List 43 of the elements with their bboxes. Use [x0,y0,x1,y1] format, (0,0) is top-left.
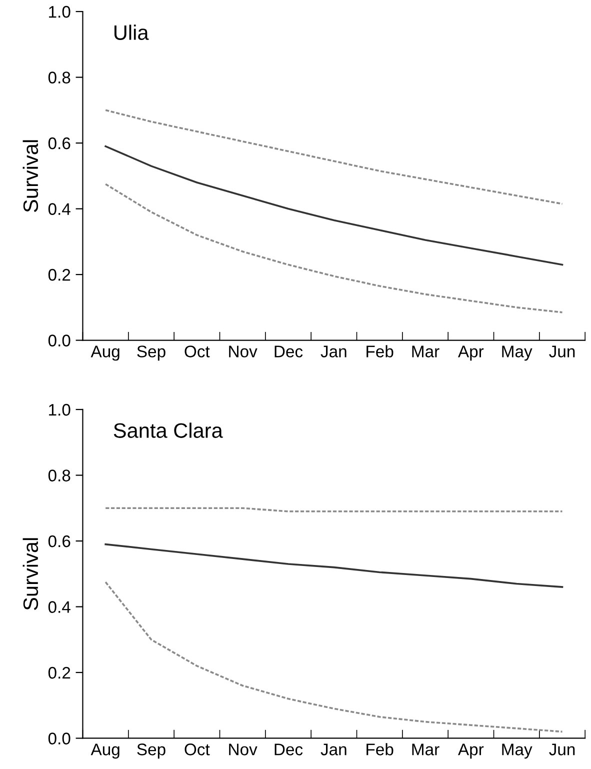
x-tick-label: Oct [184,346,210,358]
y-axis-title: Survival [22,538,38,610]
x-tick-label: Jan [320,744,346,756]
y-tick-label: 0.8 [48,470,70,482]
y-tick-label: 0.6 [48,535,70,548]
y-tick-label: 1.0 [49,404,70,416]
x-tick-label: Dec [274,346,303,358]
line-series [104,183,564,314]
x-tick-label: May [502,744,532,759]
y-tick-label: 0.6 [48,137,70,150]
y-tick-label: 0.2 [48,268,70,281]
x-tick-label: Mar [412,744,440,756]
y-tick-label: 0.8 [48,72,70,84]
line-series [104,581,564,733]
y-tick-label: 0.4 [48,601,70,613]
x-tick-label: Sep [137,346,166,361]
line-series [104,543,564,588]
chart-title: Santa Clara [114,422,223,438]
line-series [104,109,564,205]
x-tick-label: Nov [229,744,258,756]
x-tick-label: Apr [458,744,484,759]
x-tick-label: Apr [458,346,484,361]
x-tick-label: Aug [90,744,120,759]
y-axis-title: Survival [22,140,38,212]
x-tick-label: May [502,346,532,361]
x-tick-label: Dec [274,744,303,756]
x-tick-label: Mar [412,346,440,358]
x-tick-label: Nov [229,346,258,358]
y-tick-label: 0.0 [48,334,70,346]
y-tick-label: 0.2 [48,666,70,679]
line-series [104,145,564,266]
y-tick-label: 0.4 [48,203,70,215]
x-tick-label: Feb [366,345,394,358]
chart-title: Ulia [114,24,149,40]
x-tick-label: Feb [366,743,394,756]
y-tick-label: 0.0 [48,732,70,744]
y-tick-label: 1.0 [49,6,70,18]
x-tick-label: Aug [90,346,120,361]
x-tick-label: Jun [549,346,575,358]
x-tick-label: Jun [549,744,575,756]
x-tick-label: Jan [320,346,346,358]
x-tick-label: Oct [184,744,210,756]
x-tick-label: Sep [137,744,166,759]
